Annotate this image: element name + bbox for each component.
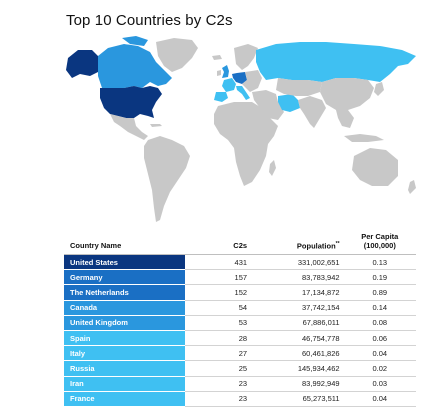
cell-population: 65,273,511: [251, 391, 344, 407]
map-africa: [214, 102, 278, 186]
header-c2s: C2s: [184, 230, 252, 255]
cell-country-name: Iran: [64, 376, 185, 392]
cell-country-name: The Netherlands: [64, 284, 185, 301]
map-france: [222, 78, 236, 92]
c2s-table-container: Country Name C2s Population** Per Capita…: [64, 230, 416, 407]
cell-per-capita: 0.04: [343, 391, 416, 407]
table-row: The Netherlands 152 17,134,872 0.89: [64, 284, 416, 301]
header-population: Population**: [251, 230, 344, 255]
cell-c2s: 23: [184, 391, 252, 407]
table-header-row: Country Name C2s Population** Per Capita…: [64, 230, 416, 255]
cell-population: 331,002,651: [251, 254, 344, 271]
table-body: United States 431 331,002,651 0.13 Germany 15…: [64, 254, 416, 407]
map-madagascar: [269, 160, 276, 176]
cell-c2s: 27: [184, 345, 252, 362]
table-row: Spain 28 46,754,778 0.06: [64, 330, 416, 347]
cell-per-capita: 0.06: [343, 330, 416, 347]
cell-per-capita: 0.19: [343, 269, 416, 286]
cell-country-name: Russia: [64, 360, 185, 377]
cell-c2s: 53: [184, 315, 252, 331]
cell-c2s: 25: [184, 360, 252, 377]
map-central-asia: [276, 78, 322, 96]
cell-per-capita: 0.89: [343, 284, 416, 301]
c2s-table: Country Name C2s Population** Per Capita…: [64, 230, 416, 407]
header-per-capita-label: Per Capita: [361, 232, 399, 241]
chart-title: Top 10 Countries by C2s: [66, 12, 233, 29]
header-country-name: Country Name: [64, 230, 185, 255]
cell-per-capita: 0.03: [343, 376, 416, 392]
header-per-capita: Per Capita (100,000): [343, 230, 416, 255]
map-italy: [236, 86, 250, 100]
map-canada: [98, 44, 172, 88]
map-united-kingdom: [222, 65, 229, 78]
header-per-capita-sub: (100,000): [363, 241, 396, 250]
cell-population: 83,992,949: [251, 376, 344, 392]
map-greenland: [156, 38, 198, 72]
table-row: Germany 157 83,783,942 0.19: [64, 269, 416, 286]
cell-population: 60,461,826: [251, 345, 344, 362]
table-row: France 23 65,273,511 0.04: [64, 391, 416, 407]
world-map: [66, 36, 416, 222]
map-central-europe: [242, 70, 262, 92]
cell-per-capita: 0.08: [343, 315, 416, 331]
cell-per-capita: 0.04: [343, 345, 416, 362]
map-canada-islands: [122, 36, 148, 46]
cell-c2s: 23: [184, 376, 252, 392]
map-united-states: [100, 86, 162, 118]
cell-country-name: United Kingdom: [64, 315, 185, 331]
map-indonesia: [344, 134, 384, 142]
map-germany: [233, 72, 247, 84]
cell-c2s: 152: [184, 284, 252, 301]
map-australia: [352, 148, 398, 186]
map-south-america: [144, 136, 190, 222]
map-ireland: [217, 70, 221, 76]
header-population-mark: **: [335, 240, 340, 247]
cell-country-name: Italy: [64, 345, 185, 362]
cell-country-name: France: [64, 391, 185, 407]
cell-country-name: Canada: [64, 300, 185, 316]
map-japan: [374, 82, 384, 96]
cell-population: 37,742,154: [251, 300, 344, 316]
map-east-asia: [320, 78, 374, 110]
table-row: Russia 25 145,934,462 0.02: [64, 360, 416, 377]
cell-per-capita: 0.14: [343, 300, 416, 316]
table-row: Canada 54 37,742,154 0.14: [64, 300, 416, 316]
cell-population: 17,134,872: [251, 284, 344, 301]
cell-population: 83,783,942: [251, 269, 344, 286]
map-iran: [278, 94, 300, 112]
cell-population: 46,754,778: [251, 330, 344, 347]
cell-population: 145,934,462: [251, 360, 344, 377]
table-row: Iran 23 83,992,949 0.03: [64, 376, 416, 392]
map-scandinavia: [234, 44, 258, 70]
map-iceland: [212, 55, 222, 60]
cell-country-name: Germany: [64, 269, 185, 286]
map-alaska: [66, 50, 98, 78]
cell-per-capita: 0.02: [343, 360, 416, 377]
table-row: United States 431 331,002,651 0.13: [64, 254, 416, 271]
map-spain: [214, 92, 228, 102]
cell-country-name: United States: [64, 254, 185, 271]
header-population-label: Population: [296, 241, 336, 250]
map-new-zealand: [408, 180, 416, 194]
table-row: United Kingdom 53 67,886,011 0.08: [64, 315, 416, 331]
map-russia: [256, 42, 416, 82]
cell-per-capita: 0.13: [343, 254, 416, 271]
cell-c2s: 28: [184, 330, 252, 347]
table-row: Italy 27 60,461,826 0.04: [64, 345, 416, 362]
cell-c2s: 54: [184, 300, 252, 316]
cell-population: 67,886,011: [251, 315, 344, 331]
map-south-asia: [298, 96, 326, 128]
map-mexico: [110, 114, 148, 140]
map-middle-east: [252, 90, 284, 120]
cell-country-name: Spain: [64, 330, 185, 347]
cell-c2s: 157: [184, 269, 252, 286]
cell-c2s: 431: [184, 254, 252, 271]
map-southeast-asia: [336, 110, 354, 128]
map-caribbean: [150, 124, 162, 127]
